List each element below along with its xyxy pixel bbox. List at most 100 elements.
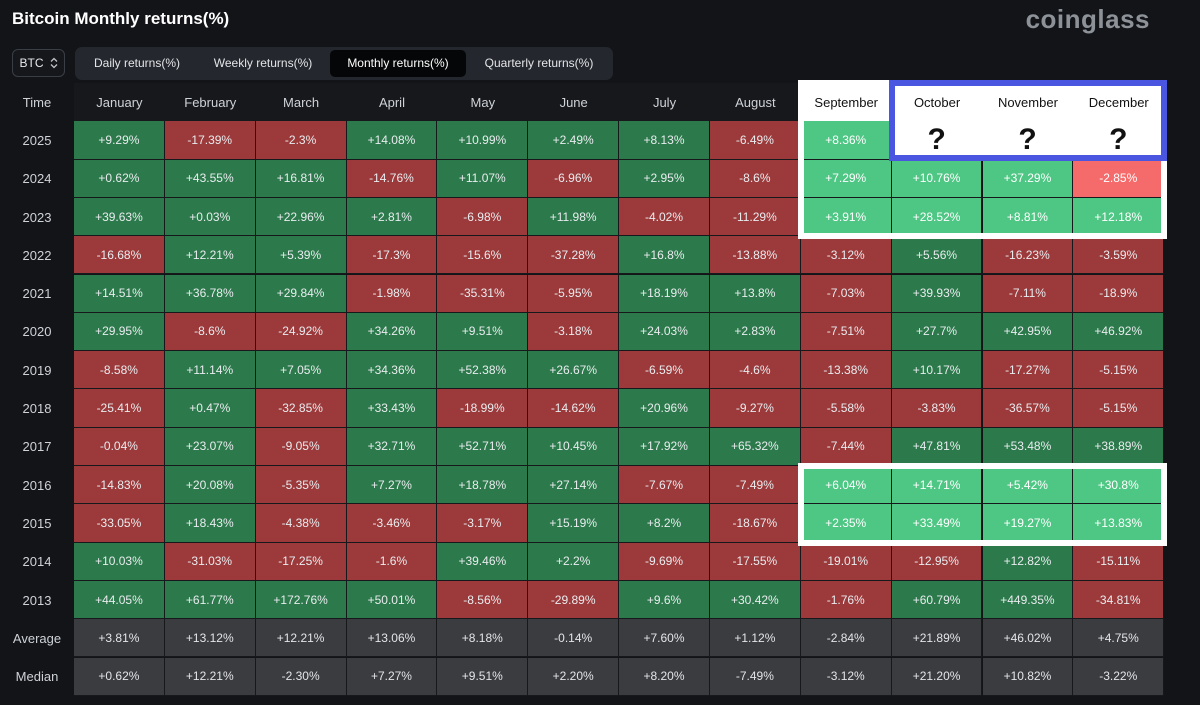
return-cell: +12.18% — [1073, 197, 1165, 237]
row-label-2025: 2025 — [22, 132, 52, 148]
tab-quarterly-returns[interactable]: Quarterly returns(%) — [484, 56, 594, 70]
return-cell: +6.04% — [800, 466, 892, 505]
return-cell: +27.7% — [891, 312, 983, 352]
row-label-2013: 2013 — [22, 592, 52, 608]
return-cell: -7.11% — [982, 274, 1074, 313]
highlight-header-october: October — [913, 94, 961, 110]
unknown-value-mark: ? — [1018, 123, 1037, 157]
return-cell: +53.48% — [982, 427, 1074, 466]
summary-cell: -2.84% — [800, 619, 892, 658]
page-title: Bitcoin Monthly returns(%) — [12, 9, 230, 28]
return-cell: +7.05% — [255, 351, 347, 390]
return-cell: +0.47% — [164, 389, 256, 428]
return-cell: -4.6% — [709, 351, 801, 390]
return-cell: +10.45% — [528, 427, 620, 466]
return-cell: -18.99% — [437, 389, 529, 428]
summary-cell: -2.30% — [255, 657, 347, 696]
return-cell: -2.3% — [255, 121, 347, 160]
return-cell: +36.78% — [164, 274, 256, 313]
return-cell: +27.14% — [528, 466, 620, 505]
return-cell: -3.18% — [528, 312, 620, 352]
return-cell: +172.76% — [255, 580, 347, 620]
header-fill-white — [891, 83, 1165, 160]
return-cell: +34.36% — [346, 351, 438, 390]
return-cell: -14.76% — [346, 159, 438, 198]
return-cell: +24.03% — [619, 312, 710, 352]
return-cell: +8.2% — [619, 504, 710, 543]
return-cell: +5.39% — [255, 236, 347, 275]
return-cell: +22.96% — [255, 197, 347, 237]
return-cell: -29.89% — [528, 580, 620, 620]
column-header-february: February — [164, 83, 256, 122]
row-label-2016: 2016 — [22, 477, 52, 493]
column-header-june: June — [528, 83, 620, 122]
summary-cell: +7.60% — [619, 619, 710, 658]
summary-cell: +7.27% — [346, 657, 438, 696]
row-label-2023: 2023 — [22, 209, 52, 225]
return-cell: -14.83% — [74, 466, 165, 505]
return-cell: -5.35% — [255, 466, 347, 505]
return-cell: -6.98% — [437, 197, 529, 237]
return-cell: -3.17% — [437, 504, 529, 543]
return-cell: -7.44% — [800, 427, 892, 466]
return-cell: -33.05% — [74, 504, 165, 543]
return-cell: +13.8% — [709, 274, 801, 313]
return-cell: +39.93% — [891, 274, 983, 313]
highlight-header-december: December — [1088, 94, 1149, 110]
row-label-2015: 2015 — [22, 515, 52, 531]
unknown-value-mark: ? — [1109, 123, 1128, 157]
return-cell: -17.3% — [346, 236, 438, 275]
summary-cell: +8.20% — [619, 657, 710, 696]
return-cell: +13.83% — [1073, 504, 1165, 543]
return-cell: +2.49% — [528, 121, 620, 160]
return-cell: +23.07% — [164, 427, 256, 466]
return-cell: +18.78% — [437, 466, 529, 505]
return-cell: +0.62% — [74, 159, 165, 198]
highlight-header-september: September — [814, 94, 879, 110]
row-label-median: Median — [15, 669, 59, 685]
column-header-may: May — [437, 83, 529, 122]
return-cell: +8.36% — [800, 121, 892, 160]
tab-monthly-returns[interactable]: Monthly returns(%) — [330, 50, 466, 77]
return-cell: +65.32% — [709, 427, 801, 466]
summary-cell: +8.18% — [437, 619, 529, 658]
row-label-2021: 2021 — [22, 286, 52, 302]
return-cell: +39.63% — [74, 197, 165, 237]
return-cell: -17.39% — [164, 121, 256, 160]
return-cell: +38.89% — [1073, 427, 1165, 466]
return-cell: -17.55% — [709, 542, 801, 581]
return-cell: -19.01% — [800, 542, 892, 581]
summary-cell: +46.02% — [982, 619, 1074, 658]
tab-daily-returns[interactable]: Daily returns(%) — [93, 56, 180, 70]
return-cell: +46.92% — [1073, 312, 1165, 352]
return-cell: +7.27% — [346, 466, 438, 505]
return-cell: +29.84% — [255, 274, 347, 313]
return-cell: +10.99% — [437, 121, 529, 160]
return-cell: +26.67% — [528, 351, 620, 390]
return-cell: -8.58% — [74, 351, 165, 390]
return-cell: -7.03% — [800, 274, 892, 313]
return-cell: -35.31% — [437, 274, 529, 313]
return-cell: +20.96% — [619, 389, 710, 428]
return-cell: +11.14% — [164, 351, 256, 390]
return-cell: +9.29% — [74, 121, 165, 160]
row-label-2020: 2020 — [22, 324, 52, 340]
return-cell: -13.88% — [709, 236, 801, 275]
return-cell: +14.51% — [74, 274, 165, 313]
asset-select[interactable]: BTC — [12, 49, 65, 77]
coinglass-logo: coinglass — [1025, 4, 1150, 34]
return-cell: -4.02% — [619, 197, 710, 237]
summary-cell: -7.49% — [709, 657, 801, 696]
return-cell: -16.23% — [982, 236, 1074, 275]
summary-cell: +10.82% — [982, 657, 1074, 696]
return-cell: -3.12% — [800, 236, 892, 275]
return-cell: +9.6% — [619, 580, 710, 620]
returns-tabs: Daily returns(%) Weekly returns(%) Month… — [75, 47, 613, 80]
return-cell: +18.19% — [619, 274, 710, 313]
summary-cell: +1.12% — [709, 619, 801, 658]
return-cell: -6.59% — [619, 351, 710, 390]
tab-weekly-returns[interactable]: Weekly returns(%) — [213, 56, 313, 70]
return-cell: -0.04% — [74, 427, 165, 466]
return-cell: +43.55% — [164, 159, 256, 198]
